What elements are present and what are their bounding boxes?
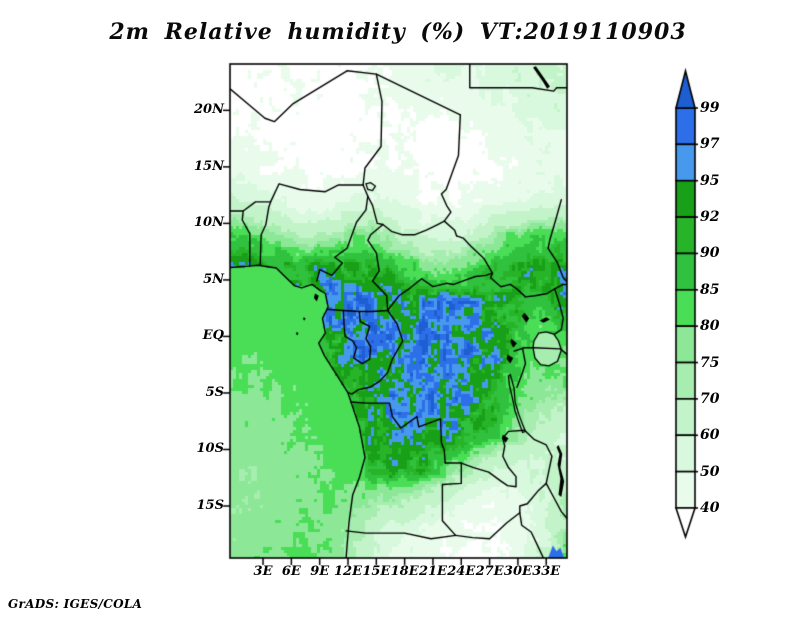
grads-credit: GrADS: IGES/COLA <box>8 597 143 611</box>
lon-tick-label-21E: 21E <box>418 564 447 579</box>
lat-tick-label-10S: 10S <box>196 441 224 457</box>
colorbar-tick-label-60: 60 <box>700 427 720 444</box>
lon-tick-label-12E: 12E <box>333 564 362 579</box>
lat-tick-label-5N: 5N <box>203 271 224 287</box>
colorbar-tick-label-70: 70 <box>700 390 720 407</box>
lon-tick-label-3E: 3E <box>253 564 273 579</box>
lon-tick-label-15E: 15E <box>362 564 391 579</box>
lon-tick-label-18E: 18E <box>390 564 419 579</box>
colorbar-tick-label-97: 97 <box>700 136 720 153</box>
lat-tick-label-10N: 10N <box>194 215 224 231</box>
colorbar-tick-label-75: 75 <box>700 354 720 371</box>
lon-tick-label-24E: 24E <box>447 564 476 579</box>
lon-tick-label-33E: 33E <box>532 564 561 579</box>
lat-tick-label-15N: 15N <box>194 158 224 174</box>
colorbar-tick-label-50: 50 <box>700 463 720 480</box>
colorbar-tick-label-92: 92 <box>700 209 720 226</box>
plot-title: 2m Relative humidity (%) VT:2019110903 <box>109 19 687 45</box>
colorbar-tick-label-85: 85 <box>700 281 720 298</box>
lon-tick-label-27E: 27E <box>475 564 504 579</box>
lat-tick-label-20N: 20N <box>194 102 224 118</box>
lon-tick-label-30E: 30E <box>503 564 532 579</box>
colorbar-tick-label-99: 99 <box>700 100 720 116</box>
lon-tick-label-9E: 9E <box>310 564 330 579</box>
lat-tick-label-15S: 15S <box>196 498 224 513</box>
colorbar-tick-label-90: 90 <box>700 245 720 262</box>
lat-tick-label-5S: 5S <box>205 384 224 400</box>
lat-tick-label-EQ: EQ <box>202 328 224 344</box>
colorbar-tick-label-40: 40 <box>700 500 720 516</box>
colorbar-tick-label-80: 80 <box>700 318 720 335</box>
lon-tick-label-6E: 6E <box>281 564 301 579</box>
colorbar-tick-label-95: 95 <box>700 172 720 189</box>
